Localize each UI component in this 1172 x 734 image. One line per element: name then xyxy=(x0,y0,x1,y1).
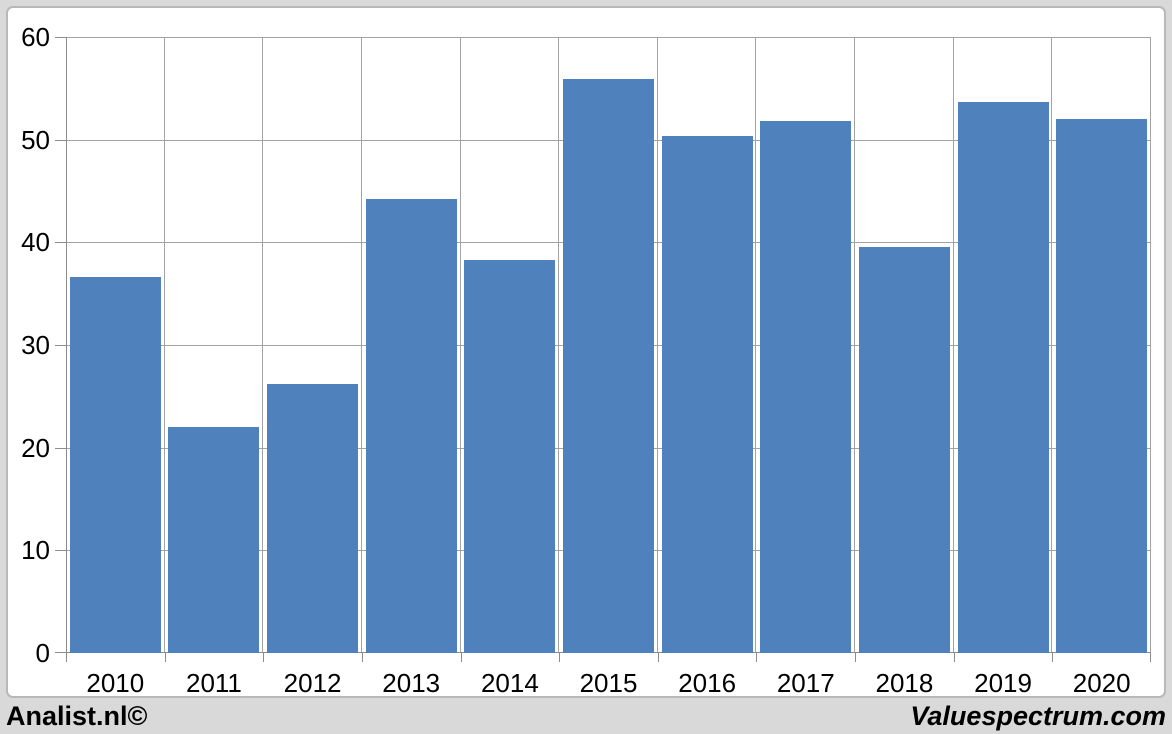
y-tick-label-40: 40 xyxy=(21,227,50,258)
gridline-x-boundary-9 xyxy=(952,37,954,653)
gridline-x-boundary-8 xyxy=(854,37,856,653)
gridline-x-boundary-1 xyxy=(163,37,165,653)
x-tick-label-2019: 2019 xyxy=(974,668,1032,698)
plot-area xyxy=(55,37,1151,662)
y-tick-label-10: 10 xyxy=(21,535,50,566)
x-tick-label-2017: 2017 xyxy=(776,668,835,698)
y-tick-label-0: 0 xyxy=(35,638,50,668)
x-tick-boundary-7 xyxy=(756,653,758,662)
x-tick-boundary-10 xyxy=(1052,653,1054,662)
x-tick-boundary-3 xyxy=(361,653,363,662)
gridline-x-boundary-5 xyxy=(558,37,560,653)
y-tick-60 xyxy=(55,37,66,38)
x-tick-label-2012: 2012 xyxy=(283,668,342,698)
x-tick-label-2013: 2013 xyxy=(382,668,441,698)
x-tick-boundary-8 xyxy=(855,653,857,662)
gridline-x-boundary-7 xyxy=(755,37,757,653)
bar-2020 xyxy=(1056,119,1148,653)
x-tick-boundary-11 xyxy=(1150,653,1151,662)
bar-2019 xyxy=(957,101,1049,653)
y-tick-label-50: 50 xyxy=(21,124,50,155)
x-tick-boundary-5 xyxy=(559,653,561,662)
y-tick-label-30: 30 xyxy=(21,330,50,360)
gridline-x-boundary-10 xyxy=(1051,37,1053,653)
x-tick-boundary-9 xyxy=(953,653,955,662)
footer-left-brand: Analist.nl© xyxy=(6,700,148,731)
bar-2018 xyxy=(858,247,950,653)
bar-2010 xyxy=(69,277,161,653)
y-tick-0 xyxy=(55,652,66,653)
x-tick-boundary-6 xyxy=(657,653,659,662)
y-tick-10 xyxy=(55,550,66,552)
gridline-x-boundary-4 xyxy=(459,37,461,653)
bar-2014 xyxy=(464,259,556,653)
x-tick-label-2016: 2016 xyxy=(678,668,737,698)
bar-2011 xyxy=(168,427,260,653)
y-tick-20 xyxy=(55,447,66,449)
x-tick-boundary-0 xyxy=(66,653,67,662)
x-tick-label-2011: 2011 xyxy=(185,668,242,698)
x-tick-label-2014: 2014 xyxy=(480,668,539,698)
x-tick-boundary-1 xyxy=(164,653,166,662)
y-tick-30 xyxy=(55,345,66,346)
footer: Analist.nl© Valuespectrum.com xyxy=(0,698,1172,734)
gridline-y-60 xyxy=(66,37,1151,38)
y-tick-40 xyxy=(55,242,66,244)
y-axis-line xyxy=(66,37,67,653)
gridline-x-boundary-11 xyxy=(1150,37,1151,653)
footer-right-brand: Valuespectrum.com xyxy=(910,700,1166,731)
x-tick-label-2015: 2015 xyxy=(579,668,638,698)
gridline-x-boundary-6 xyxy=(656,37,658,653)
bar-2017 xyxy=(760,121,852,653)
y-tick-label-60: 60 xyxy=(21,22,50,52)
bar-2015 xyxy=(563,79,654,653)
bar-2012 xyxy=(267,384,359,653)
x-tick-label-2020: 2020 xyxy=(1072,668,1131,698)
y-tick-50 xyxy=(55,139,66,141)
y-tick-label-20: 20 xyxy=(21,432,50,463)
x-tick-label-2010: 2010 xyxy=(86,668,145,698)
bar-2016 xyxy=(661,135,753,653)
x-tick-boundary-2 xyxy=(263,653,265,662)
x-tick-label-2018: 2018 xyxy=(875,668,934,698)
chart-panel: 0 10 20 30 40 50 60 2010 2011 2012 2013 2014 2015 20… xyxy=(6,6,1166,698)
x-tick-boundary-4 xyxy=(460,653,462,662)
gridline-x-boundary-3 xyxy=(360,37,362,653)
bar-2013 xyxy=(365,199,457,653)
gridline-x-boundary-2 xyxy=(262,37,264,653)
